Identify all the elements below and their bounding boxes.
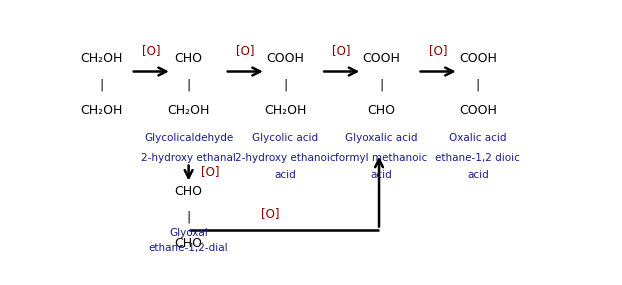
- Text: CHO: CHO: [175, 184, 203, 198]
- Text: ethane-1,2-dial: ethane-1,2-dial: [149, 243, 228, 253]
- Text: 2-hydroxy ethanoic: 2-hydroxy ethanoic: [234, 153, 335, 163]
- Text: |: |: [187, 211, 191, 224]
- Text: |: |: [283, 78, 287, 91]
- Text: COOH: COOH: [266, 52, 304, 65]
- Text: COOH: COOH: [459, 104, 497, 117]
- Text: CH₂OH: CH₂OH: [81, 52, 123, 65]
- Text: Glyoxal: Glyoxal: [169, 228, 208, 239]
- Text: CHO: CHO: [175, 52, 203, 65]
- Text: CHO: CHO: [175, 237, 203, 250]
- Text: [O]: [O]: [201, 165, 219, 178]
- Text: CH₂OH: CH₂OH: [167, 104, 210, 117]
- Text: acid: acid: [467, 170, 489, 180]
- Text: acid: acid: [371, 170, 392, 180]
- Text: [O]: [O]: [429, 44, 447, 57]
- Text: 2-hydroxy ethanal: 2-hydroxy ethanal: [141, 153, 236, 163]
- Text: COOH: COOH: [363, 52, 401, 65]
- Text: [O]: [O]: [261, 207, 280, 220]
- Text: CHO: CHO: [368, 104, 396, 117]
- Text: Glycolicaldehyde: Glycolicaldehyde: [144, 133, 233, 143]
- Text: |: |: [187, 78, 191, 91]
- Text: ethane-1,2 dioic: ethane-1,2 dioic: [435, 153, 520, 163]
- Text: |: |: [476, 78, 480, 91]
- Text: |: |: [100, 78, 104, 91]
- Text: CH₂OH: CH₂OH: [264, 104, 306, 117]
- Text: acid: acid: [274, 170, 296, 180]
- Text: |: |: [379, 78, 384, 91]
- Text: [O]: [O]: [142, 44, 160, 57]
- Text: formyl methanoic: formyl methanoic: [335, 153, 427, 163]
- Text: Glycolic acid: Glycolic acid: [252, 133, 318, 143]
- Text: Oxalic acid: Oxalic acid: [449, 133, 506, 143]
- Text: Glyoxalic acid: Glyoxalic acid: [345, 133, 418, 143]
- Text: [O]: [O]: [236, 44, 254, 57]
- Text: COOH: COOH: [459, 52, 497, 65]
- Text: [O]: [O]: [332, 44, 351, 57]
- Text: CH₂OH: CH₂OH: [81, 104, 123, 117]
